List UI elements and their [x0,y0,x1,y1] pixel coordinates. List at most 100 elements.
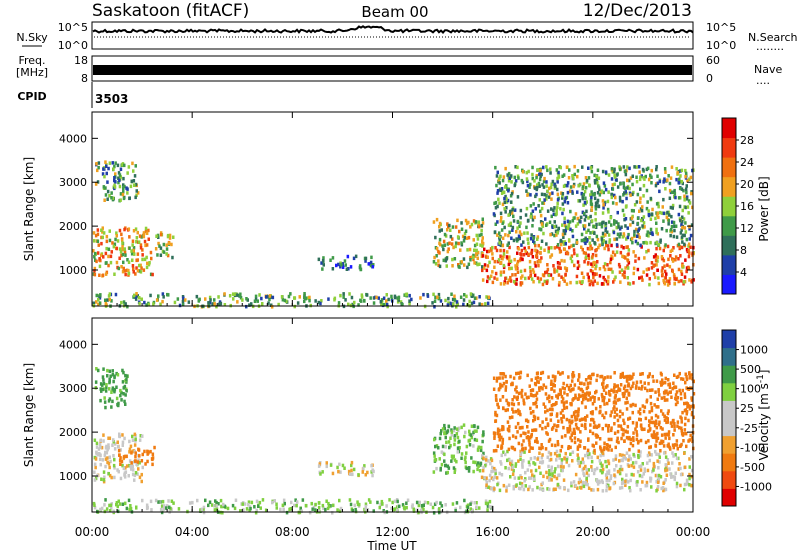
echo-cell [521,425,524,430]
cpid-label: CPID [17,90,46,103]
echo-cell [640,275,643,279]
echo-cell [498,241,501,245]
echo-cell [509,194,513,198]
echo-cell [631,410,634,415]
echo-cell [370,470,373,474]
echo-cell [504,233,507,237]
echo-cell [106,374,109,378]
echo-cell [139,246,143,250]
echo-cell [445,471,448,475]
echo-cell [620,485,624,490]
echo-cell [337,301,341,305]
echo-cell [108,238,112,243]
echo-cell [664,275,667,280]
echo-cell [372,296,376,300]
echo-cell [684,205,687,210]
echo-cell [618,227,622,231]
echo-cell [629,488,632,493]
echo-cell [615,202,618,206]
echo-cell [527,487,530,492]
echo-cell [448,445,451,450]
echo-cell [159,232,163,237]
echo-cell [596,181,599,185]
echo-cell [123,399,126,404]
echo-cell [662,444,666,448]
echo-cell [526,219,530,223]
echo-cell [674,471,677,475]
echo-cell [621,235,625,239]
echo-cell [625,435,629,440]
echo-cell [314,299,317,303]
echo-cell [613,383,616,387]
echo-cell [488,505,492,509]
echo-cell [689,404,692,409]
echo-cell [520,178,524,183]
echo-cell [610,437,613,442]
echo-cell [468,466,471,470]
echo-cell [433,502,437,506]
echo-cell [616,384,619,388]
echo-cell [600,449,603,453]
echo-cell [688,227,691,231]
echo-cell [501,243,505,247]
echo-cell [480,475,484,480]
echo-cell [563,231,567,236]
echo-cell [94,233,98,238]
echo-cell [122,190,125,194]
echo-cell [616,429,620,434]
echo-cell [538,424,542,428]
echo-cell [290,500,293,505]
echo-cell [529,446,532,450]
echo-cell [511,463,514,468]
echo-cell [153,445,156,450]
echo-cell [131,464,134,468]
echo-cell [95,162,98,166]
echo-cell [644,174,647,179]
echo-cell [511,228,514,232]
echo-cell [688,237,691,241]
echo-cell [576,260,580,264]
echo-cell [626,388,629,393]
echo-cell [114,442,117,446]
echo-cell [439,501,442,505]
echo-cell [610,177,614,181]
echo-cell [114,292,118,297]
echo-cell [594,253,598,258]
echo-cell [285,510,289,515]
echo-cell [645,241,649,245]
echo-cell [372,509,375,513]
echo-cell [587,455,590,460]
echo-cell [131,468,135,472]
echo-cell [527,430,530,434]
echo-cell [468,247,472,252]
echo-cell [627,417,630,421]
echo-cell [346,254,350,259]
echo-cell [596,198,600,203]
echo-cell [585,467,588,472]
echo-cell [496,444,500,448]
echo-cell [591,192,594,197]
echo-cell [657,405,660,409]
echo-cell [521,274,524,278]
echo-cell [464,229,468,233]
echo-cell [632,209,635,213]
echo-cell [654,443,657,448]
echo-cell [562,173,566,177]
echo-cell [588,236,591,240]
echo-cell [606,470,609,474]
echo-cell [581,210,585,215]
echo-cell [439,431,442,436]
echo-cell [594,424,597,428]
echo-cell [555,394,558,398]
echo-cell [494,468,497,473]
echo-cell [108,397,112,401]
echo-cell [439,242,442,247]
echo-cell [611,187,615,191]
echo-cell [118,453,121,457]
echo-cell [351,302,354,307]
echo-cell [95,367,98,371]
echo-cell [435,466,438,471]
echo-cell [683,422,687,427]
echo-cell [138,475,142,480]
echo-cell [512,238,516,243]
